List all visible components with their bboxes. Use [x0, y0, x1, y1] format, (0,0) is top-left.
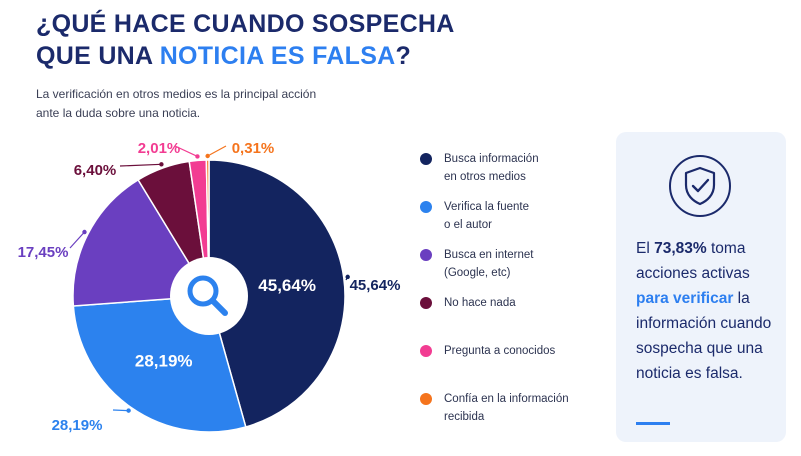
summary-percent: 73,83% — [654, 240, 707, 257]
legend-label: Verifica la fuente — [444, 201, 530, 213]
outer-labels: 45,64% 28,19% 17,45% 6,40% 2,01% 0,31% — [18, 140, 401, 434]
outer-value-label: 6,40% — [74, 162, 117, 179]
legend-swatch — [420, 153, 432, 165]
legend-item: Pregunta a conocidos — [420, 342, 600, 390]
summary-pre: El — [636, 240, 655, 257]
legend-swatch — [420, 201, 432, 213]
connector-line — [69, 231, 85, 249]
outer-value-label: 2,01% — [138, 140, 181, 157]
summary-mid: toma acciones activas — [636, 240, 750, 282]
connector-line — [174, 145, 198, 158]
legend-label-line-2: recibida — [444, 411, 485, 423]
title-line-2-pre: QUE UNA — [36, 42, 160, 70]
center-search-badge — [170, 257, 248, 335]
pie-slice — [208, 159, 346, 428]
title-highlight: NOTICIA ES FALSA — [159, 42, 396, 70]
legend-label: Busca información — [444, 153, 539, 165]
legend-label: Confía en la información — [444, 393, 569, 405]
summary-text: El 73,83% toma acciones activas para ver… — [636, 236, 781, 386]
legend-label-line-2: en otros medios — [444, 171, 526, 183]
legend-label: No hace nada — [444, 297, 516, 309]
summary-highlight: para verificar — [636, 290, 734, 307]
connector-line — [119, 163, 162, 167]
legend-item: Busca información en otros medios — [420, 150, 600, 198]
legend-label: Busca en internet — [444, 249, 534, 261]
connector-dot — [195, 154, 200, 159]
connector-line — [345, 276, 349, 281]
legend-item: No hace nada — [420, 294, 600, 342]
outer-value-label: 28,19% — [52, 417, 103, 434]
title-line-1: ¿QUÉ HACE CUANDO SOSPECHA — [36, 10, 455, 38]
legend-item: Confía en la información recibida — [420, 390, 600, 438]
connector-line — [207, 145, 227, 157]
legend-swatch — [420, 297, 432, 309]
legend-swatch — [420, 345, 432, 357]
legend-label-line-2: (Google, etc) — [444, 267, 511, 279]
subtitle-line-1: La verificación en otros medios es la pr… — [36, 87, 317, 101]
subtitle-line-2: ante la duda sobre una noticia. — [36, 106, 201, 120]
summary-post: la información cuando sospecha que una n… — [636, 290, 772, 382]
title-line-2: QUE UNA NOTICIA ES FALSA? — [36, 40, 456, 72]
summary-rule — [636, 422, 670, 425]
pie-slice — [72, 178, 211, 307]
connector-dot — [159, 162, 164, 167]
inner-labels: 45,64% 28,19% — [135, 276, 316, 370]
subtitle: La verificación en otros medios es la pr… — [36, 85, 396, 123]
outer-value-label: 0,31% — [232, 140, 275, 157]
shield-check-icon — [669, 155, 731, 217]
pie-chart: 45,64% 28,19% 17,45% 6,40% 2,01% 0,31% 45,64%… — [18, 140, 401, 434]
outer-value-label: 17,45% — [18, 244, 69, 261]
connector-line — [112, 409, 129, 412]
outer-value-label: 45,64% — [350, 277, 401, 294]
inner-value-label: 28,19% — [135, 352, 193, 371]
chart-legend: Busca información en otros medios Verifica… — [420, 150, 600, 438]
search-icon — [187, 275, 228, 316]
label-connectors — [69, 145, 350, 413]
legend-swatch — [420, 249, 432, 261]
legend-item: Verifica la fuente o el autor — [420, 198, 600, 246]
page-title: ¿QUÉ HACE CUANDO SOSPECHA QUE UNA NOTICI… — [36, 8, 456, 72]
legend-swatch — [420, 393, 432, 405]
title-line-2-post: ? — [395, 42, 412, 70]
legend-label: Pregunta a conocidos — [444, 345, 556, 357]
summary-card: El 73,83% toma acciones activas para ver… — [616, 132, 786, 442]
inner-value-label: 45,64% — [258, 276, 316, 295]
legend-item: Busca en internet (Google, etc) — [420, 246, 600, 294]
legend-label-line-2: o el autor — [444, 219, 492, 231]
